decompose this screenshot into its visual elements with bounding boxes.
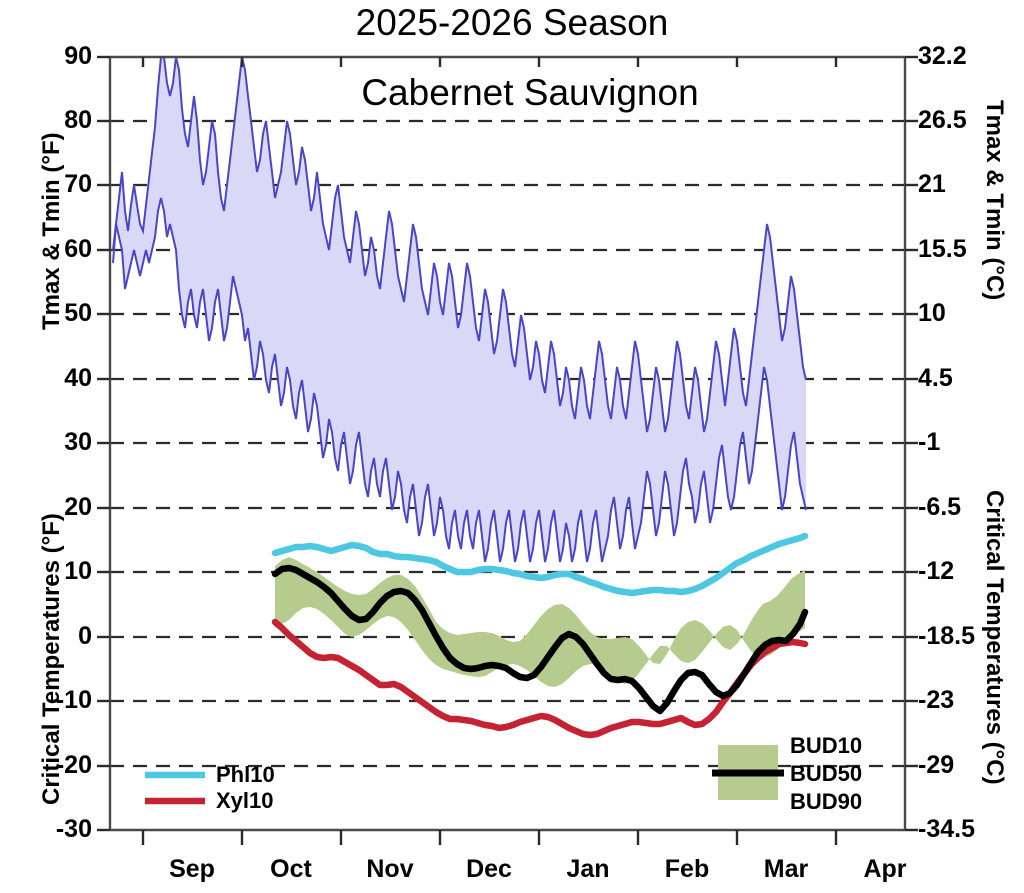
ytick-left-9: 0	[78, 622, 92, 650]
xtick-oct: Oct	[270, 855, 312, 883]
xtick-sep: Sep	[169, 855, 215, 883]
ytick-right-4: 10	[918, 299, 946, 327]
ytick-right-3: 15.5	[918, 235, 967, 263]
ytick-left-8: 10	[64, 557, 92, 585]
ytick-left-10: -10	[55, 686, 92, 714]
bud50-line	[271, 564, 809, 715]
ytick-right-8: -12	[918, 557, 955, 585]
xtick-apr: Apr	[863, 855, 907, 883]
tmin-line	[112, 197, 807, 563]
xtick-jan: Jan	[566, 855, 610, 883]
xyl10-line	[271, 618, 809, 739]
ytick-right-1: 26.5	[918, 106, 967, 134]
legend-label-bud50: BUD50	[790, 761, 863, 786]
ytick-left-2: 70	[64, 170, 92, 198]
ytick-right-5: 4.5	[918, 364, 953, 392]
ytick-right-10: -23	[918, 686, 955, 714]
legend-left-swatches	[145, 771, 205, 805]
legend-label-phl10: Phl10	[216, 762, 275, 787]
ytick-left-7: 20	[64, 493, 92, 521]
ytick-left-11: -20	[55, 751, 92, 779]
ytick-right-2: 21	[918, 170, 946, 198]
ytick-left-12: -30	[55, 815, 92, 843]
tmax-line	[112, 57, 807, 433]
phl10-line	[271, 532, 809, 597]
ytick-left-5: 40	[64, 364, 92, 392]
ytick-left-6: 30	[64, 428, 92, 456]
ytick-left-0: 90	[64, 42, 92, 70]
ytick-right-9: -18.5	[918, 622, 975, 650]
xtick-mar: Mar	[763, 855, 809, 883]
tmax-tmin-fill	[113, 57, 806, 562]
xtick-dec: Dec	[466, 855, 512, 883]
ytick-right-7: -6.5	[918, 493, 962, 521]
legend-label-bud90: BUD90	[790, 789, 863, 814]
temperature-band-series	[112, 57, 807, 563]
cultivar-title: Cabernet Sauvignon	[361, 72, 699, 113]
ytick-right-6: -1	[918, 428, 941, 456]
ytick-right-11: -29	[918, 751, 955, 779]
ytick-left-1: 80	[64, 106, 92, 134]
ytick-left-3: 60	[64, 235, 92, 263]
legend-label-xyl10: Xyl10	[216, 788, 274, 813]
xtick-feb: Feb	[664, 855, 710, 883]
ytick-right-0: 32.2	[918, 42, 967, 70]
legend-right-swatches	[712, 745, 784, 800]
xtick-nov: Nov	[366, 855, 414, 883]
legend-label-bud10: BUD10	[790, 733, 863, 758]
ytick-left-4: 50	[64, 299, 92, 327]
axis-ticks	[97, 55, 918, 845]
page-title: 2025-2026 Season	[355, 2, 669, 43]
ytick-right-12: -34.5	[918, 815, 975, 843]
